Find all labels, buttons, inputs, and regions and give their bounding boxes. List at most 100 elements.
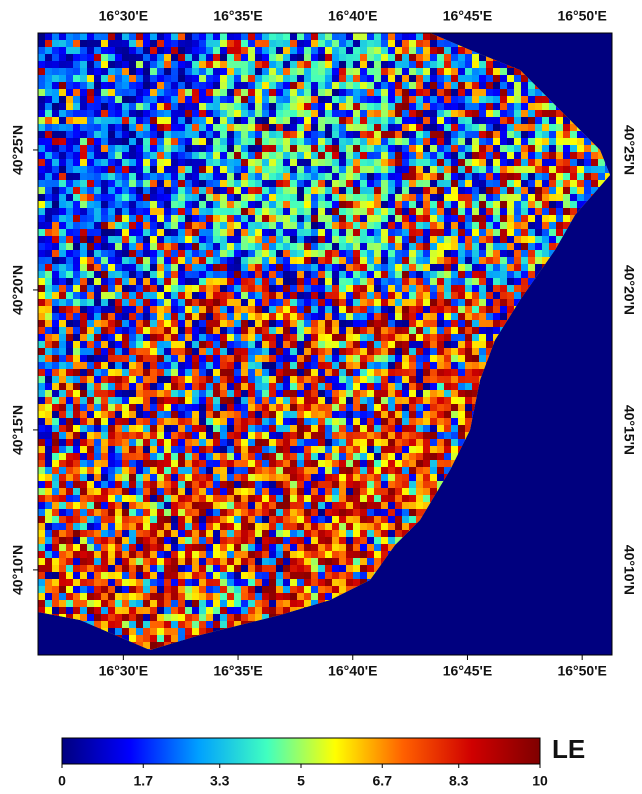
pixel bbox=[339, 61, 346, 68]
pixel bbox=[318, 341, 325, 348]
pixel bbox=[430, 313, 437, 320]
pixel bbox=[199, 348, 206, 355]
pixel bbox=[283, 96, 290, 103]
pixel bbox=[556, 159, 563, 166]
pixel bbox=[430, 152, 437, 159]
pixel bbox=[143, 89, 150, 96]
pixel bbox=[437, 40, 444, 47]
pixel bbox=[164, 446, 171, 453]
pixel bbox=[374, 383, 381, 390]
pixel bbox=[346, 229, 353, 236]
pixel bbox=[129, 362, 136, 369]
pixel bbox=[458, 341, 465, 348]
pixel bbox=[199, 110, 206, 117]
pixel bbox=[458, 187, 465, 194]
pixel bbox=[360, 138, 367, 145]
pixel bbox=[493, 320, 500, 327]
pixel bbox=[227, 418, 234, 425]
pixel bbox=[220, 418, 227, 425]
pixel bbox=[94, 187, 101, 194]
pixel bbox=[402, 117, 409, 124]
pixel bbox=[402, 313, 409, 320]
pixel bbox=[318, 208, 325, 215]
pixel bbox=[486, 103, 493, 110]
pixel bbox=[374, 96, 381, 103]
pixel bbox=[444, 285, 451, 292]
pixel bbox=[381, 180, 388, 187]
pixel bbox=[108, 390, 115, 397]
pixel bbox=[472, 250, 479, 257]
pixel bbox=[290, 61, 297, 68]
pixel bbox=[318, 376, 325, 383]
pixel bbox=[220, 47, 227, 54]
pixel bbox=[367, 75, 374, 82]
pixel bbox=[332, 222, 339, 229]
pixel bbox=[430, 453, 437, 460]
pixel bbox=[451, 222, 458, 229]
pixel bbox=[136, 404, 143, 411]
pixel bbox=[73, 341, 80, 348]
pixel bbox=[115, 173, 122, 180]
pixel bbox=[416, 299, 423, 306]
pixel bbox=[402, 173, 409, 180]
pixel bbox=[444, 152, 451, 159]
pixel bbox=[402, 208, 409, 215]
pixel bbox=[339, 68, 346, 75]
pixel bbox=[297, 68, 304, 75]
pixel bbox=[409, 285, 416, 292]
pixel bbox=[192, 89, 199, 96]
pixel bbox=[311, 341, 318, 348]
pixel bbox=[374, 432, 381, 439]
pixel bbox=[423, 271, 430, 278]
pixel bbox=[143, 376, 150, 383]
pixel bbox=[346, 341, 353, 348]
pixel bbox=[388, 96, 395, 103]
pixel bbox=[255, 453, 262, 460]
pixel bbox=[220, 341, 227, 348]
pixel bbox=[150, 145, 157, 152]
pixel bbox=[493, 306, 500, 313]
pixel bbox=[115, 306, 122, 313]
pixel bbox=[178, 397, 185, 404]
pixel bbox=[297, 89, 304, 96]
pixel bbox=[500, 278, 507, 285]
pixel bbox=[192, 250, 199, 257]
pixel bbox=[52, 418, 59, 425]
pixel bbox=[549, 110, 556, 117]
pixel bbox=[129, 75, 136, 82]
pixel bbox=[164, 439, 171, 446]
pixel bbox=[325, 411, 332, 418]
pixel bbox=[388, 362, 395, 369]
pixel bbox=[108, 369, 115, 376]
pixel bbox=[444, 439, 451, 446]
pixel bbox=[213, 229, 220, 236]
pixel bbox=[304, 215, 311, 222]
pixel bbox=[122, 173, 129, 180]
pixel bbox=[374, 124, 381, 131]
pixel bbox=[437, 173, 444, 180]
pixel bbox=[325, 264, 332, 271]
pixel bbox=[416, 390, 423, 397]
pixel bbox=[514, 187, 521, 194]
pixel bbox=[451, 348, 458, 355]
pixel bbox=[423, 390, 430, 397]
pixel bbox=[73, 89, 80, 96]
pixel bbox=[430, 432, 437, 439]
pixel bbox=[129, 271, 136, 278]
pixel bbox=[171, 264, 178, 271]
pixel bbox=[192, 362, 199, 369]
pixel bbox=[374, 187, 381, 194]
pixel bbox=[94, 432, 101, 439]
pixel bbox=[528, 110, 535, 117]
pixel bbox=[290, 453, 297, 460]
pixel bbox=[423, 131, 430, 138]
pixel bbox=[451, 61, 458, 68]
pixel bbox=[402, 397, 409, 404]
pixel bbox=[549, 131, 556, 138]
pixel bbox=[472, 313, 479, 320]
pixel bbox=[458, 215, 465, 222]
pixel bbox=[241, 173, 248, 180]
pixel bbox=[395, 166, 402, 173]
pixel bbox=[108, 355, 115, 362]
pixel bbox=[178, 257, 185, 264]
